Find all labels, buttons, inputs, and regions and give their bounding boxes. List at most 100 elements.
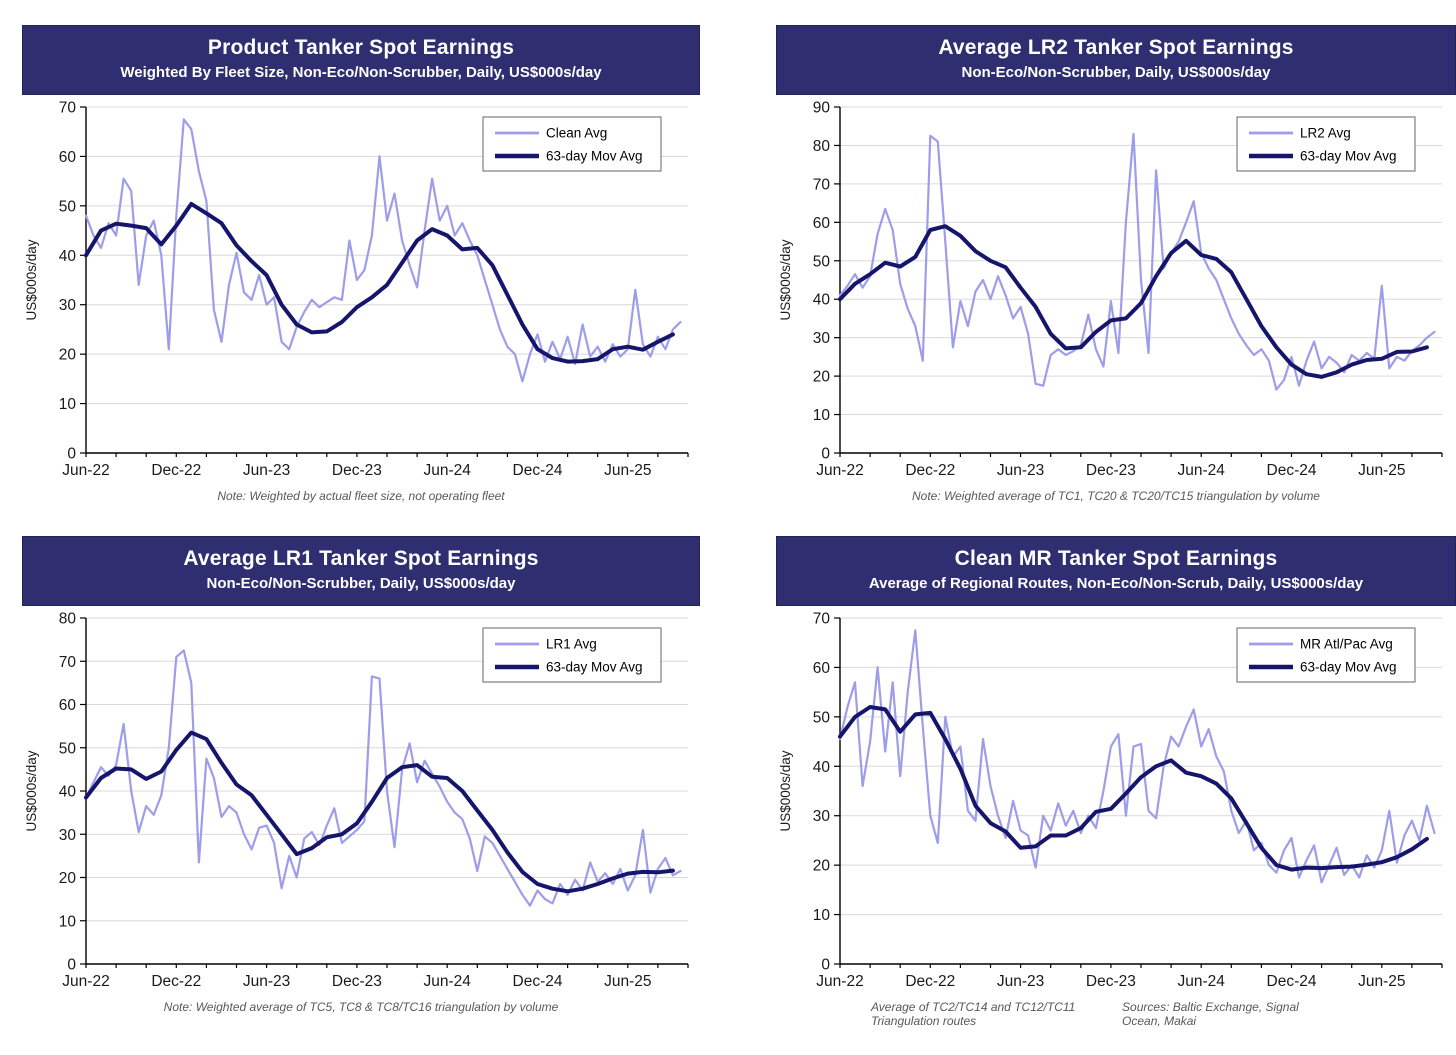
legend: Clean Avg 63-day Mov Avg <box>482 116 662 172</box>
svg-text:Jun-22: Jun-22 <box>816 973 863 990</box>
svg-text:Jun-25: Jun-25 <box>1358 462 1405 479</box>
moving-average-line <box>84 730 675 894</box>
svg-text:70: 70 <box>59 654 77 671</box>
line-chart-svg: 0 10 20 30 40 50 60 70 80 Jun-22 Dec-22 Jun-23 Dec-2… <box>24 611 689 990</box>
svg-text:60: 60 <box>813 215 831 232</box>
svg-text:Dec-24: Dec-24 <box>513 462 563 479</box>
chart-note-row: Note: Weighted average of TC1, TC20 & TC… <box>776 489 1456 503</box>
chart-note-row: Note: Weighted average of TC5, TC8 & TC8… <box>22 1000 700 1014</box>
svg-text:50: 50 <box>813 253 831 270</box>
svg-text:Dec-24: Dec-24 <box>1267 462 1317 479</box>
svg-text:Dec-22: Dec-22 <box>905 462 955 479</box>
svg-text:20: 20 <box>813 858 831 875</box>
svg-text:Dec-22: Dec-22 <box>151 973 201 990</box>
product-tanker-line-chart: 0 10 20 30 40 50 60 70 Jun-22 Dec-22 Jun-23 Dec-23 J… <box>22 95 700 487</box>
legend: LR2 Avg 63-day Mov Avg <box>1236 116 1416 172</box>
svg-text:Jun-25: Jun-25 <box>604 973 651 990</box>
chart-title: Product Tanker Spot Earnings <box>207 36 515 59</box>
svg-text:80: 80 <box>813 138 831 155</box>
y-axis-ticks: 0 10 20 30 40 50 60 70 80 <box>59 611 86 974</box>
svg-text:Jun-25: Jun-25 <box>604 462 651 479</box>
svg-text:Jun-24: Jun-24 <box>1177 973 1225 990</box>
svg-text:Jun-23: Jun-23 <box>243 462 290 479</box>
chart-subtitle: Weighted By Fleet Size, Non-Eco/Non-Scru… <box>120 64 602 81</box>
lr2-line-chart: 0 10 20 30 40 50 60 70 80 90 Jun-22 Dec-22 Jun-23 Dec… <box>776 95 1454 487</box>
chart-note: Note: Weighted average of TC5, TC8 & TC8… <box>163 1000 559 1014</box>
svg-text:Jun-22: Jun-22 <box>62 973 109 990</box>
chart-title: Clean MR Tanker Spot Earnings <box>954 547 1278 570</box>
svg-text:60: 60 <box>59 149 77 166</box>
svg-text:Jun-24: Jun-24 <box>423 462 471 479</box>
svg-text:Jun-22: Jun-22 <box>62 462 109 479</box>
x-axis-labels: Jun-22 Dec-22 Jun-23 Dec-23 Jun-24 Dec-24 Jun-… <box>62 973 651 990</box>
svg-text:90: 90 <box>813 100 831 117</box>
mr-line-chart: 0 10 20 30 40 50 60 70 Jun-22 Dec-22 Jun-23 Dec-23 J… <box>776 606 1454 998</box>
chart-note: Average of TC2/TC14 and TC12/TC11 Triang… <box>871 1000 1076 1028</box>
y-axis-title: US$000s/day <box>778 750 793 831</box>
svg-text:80: 80 <box>59 611 77 628</box>
svg-text:Dec-24: Dec-24 <box>1267 973 1317 990</box>
x-axis-labels: Jun-22 Dec-22 Jun-23 Dec-23 Jun-24 Dec-24 Jun-… <box>62 462 651 479</box>
svg-text:Dec-23: Dec-23 <box>332 462 382 479</box>
svg-text:40: 40 <box>59 784 77 801</box>
gridlines <box>86 106 688 405</box>
chart-title-bar: Product Tanker Spot Earnings Weighted By… <box>22 25 700 95</box>
svg-text:63-day Mov Avg: 63-day Mov Avg <box>546 149 643 164</box>
chart-card-lr1: Average LR1 Tanker Spot Earnings Non-Eco… <box>22 536 700 1028</box>
svg-text:10: 10 <box>813 407 831 424</box>
legend: MR Atl/Pac Avg 63-day Mov Avg <box>1236 627 1416 683</box>
svg-text:Dec-24: Dec-24 <box>513 973 563 990</box>
legend: LR1 Avg 63-day Mov Avg <box>482 627 662 683</box>
lr1-line-chart: 0 10 20 30 40 50 60 70 80 Jun-22 Dec-22 Jun-23 Dec-2… <box>22 606 700 998</box>
chart-title: Average LR2 Tanker Spot Earnings <box>938 36 1294 59</box>
moving-average-line <box>838 224 1429 379</box>
svg-text:50: 50 <box>59 198 77 215</box>
chart-title: Average LR1 Tanker Spot Earnings <box>183 547 539 570</box>
svg-text:Dec-23: Dec-23 <box>1086 973 1136 990</box>
svg-text:Jun-22: Jun-22 <box>816 462 863 479</box>
svg-text:20: 20 <box>59 870 77 887</box>
chart-note-row: Average of TC2/TC14 and TC12/TC11 Triang… <box>776 1000 1456 1028</box>
x-axis-labels: Jun-22 Dec-22 Jun-23 Dec-23 Jun-24 Dec-24 Jun-… <box>816 462 1405 479</box>
svg-text:0: 0 <box>821 446 830 463</box>
svg-text:70: 70 <box>813 176 831 193</box>
svg-text:Dec-22: Dec-22 <box>151 462 201 479</box>
svg-text:Clean Avg: Clean Avg <box>546 126 607 141</box>
svg-text:10: 10 <box>59 913 77 930</box>
svg-text:Dec-23: Dec-23 <box>1086 462 1136 479</box>
svg-text:Jun-25: Jun-25 <box>1358 973 1405 990</box>
svg-text:30: 30 <box>813 808 831 825</box>
svg-text:60: 60 <box>59 697 77 714</box>
svg-text:10: 10 <box>59 396 77 413</box>
line-chart-svg: 0 10 20 30 40 50 60 70 80 90 Jun-22 Dec-22 Jun-23 Dec… <box>778 100 1443 479</box>
svg-text:50: 50 <box>813 709 831 726</box>
svg-text:70: 70 <box>813 611 831 628</box>
svg-text:MR Atl/Pac Avg: MR Atl/Pac Avg <box>1300 637 1393 652</box>
svg-text:30: 30 <box>813 330 831 347</box>
svg-text:30: 30 <box>59 297 77 314</box>
svg-text:Jun-23: Jun-23 <box>997 462 1044 479</box>
svg-text:Jun-23: Jun-23 <box>243 973 290 990</box>
svg-text:63-day Mov Avg: 63-day Mov Avg <box>1300 660 1397 675</box>
daily-series-line <box>84 118 682 383</box>
chart-card-mr: Clean MR Tanker Spot Earnings Average of… <box>776 536 1456 1028</box>
svg-text:40: 40 <box>813 759 831 776</box>
chart-note: Note: Weighted by actual fleet size, not… <box>217 489 505 503</box>
svg-text:20: 20 <box>813 369 831 386</box>
svg-text:60: 60 <box>813 660 831 677</box>
y-axis-title: US$000s/day <box>778 239 793 320</box>
svg-text:Dec-22: Dec-22 <box>905 973 955 990</box>
svg-text:10: 10 <box>813 907 831 924</box>
chart-subtitle: Non-Eco/Non-Scrubber, Daily, US$000s/day <box>206 575 516 592</box>
chart-card-product-tanker: Product Tanker Spot Earnings Weighted By… <box>22 25 700 503</box>
svg-text:0: 0 <box>67 446 76 463</box>
chart-note: Note: Weighted average of TC1, TC20 & TC… <box>912 489 1320 503</box>
svg-text:Jun-23: Jun-23 <box>997 973 1044 990</box>
svg-text:Jun-24: Jun-24 <box>423 973 471 990</box>
svg-text:LR1 Avg: LR1 Avg <box>546 637 597 652</box>
y-axis-ticks: 0 10 20 30 40 50 60 70 80 90 <box>813 100 840 463</box>
svg-text:Jun-24: Jun-24 <box>1177 462 1225 479</box>
chart-title-bar: Average LR2 Tanker Spot Earnings Non-Eco… <box>776 25 1456 95</box>
